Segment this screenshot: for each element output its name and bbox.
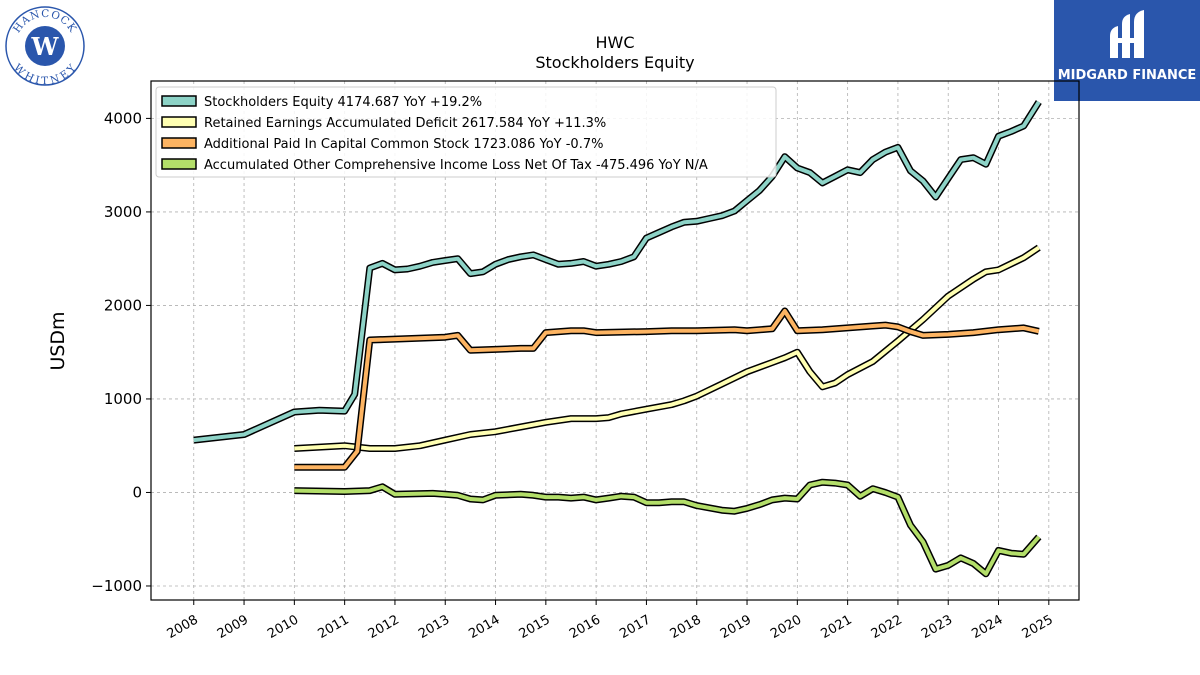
x-tick-label: 2025: [1020, 612, 1056, 642]
y-tick-label: 2000: [104, 296, 142, 314]
hancock-whitney-logo: W HANCOCK WHITNEY: [4, 5, 86, 87]
x-tick-label: 2009: [215, 612, 251, 642]
series-line: [294, 245, 1040, 451]
legend-swatch: [161, 158, 197, 170]
series-line: [193, 100, 1041, 443]
legend: Stockholders Equity 4174.687 YoY +19.2% R…: [155, 86, 777, 178]
y-tick-label: 0: [132, 483, 142, 501]
x-tick-label: 2024: [969, 612, 1005, 642]
x-tick-label: 2011: [315, 612, 351, 642]
x-axis: 2008 2009 2010 2011 2012 2013 2014 2015 2016 2017…: [165, 600, 1056, 642]
y-tick-label: 3000: [104, 203, 142, 221]
legend-label: Accumulated Other Comprehensive Income L…: [204, 158, 708, 173]
legend-box: [155, 86, 777, 178]
series-1: [193, 100, 1042, 444]
x-tick-label: 2014: [466, 612, 502, 642]
y-axis-label: USDm: [47, 311, 69, 370]
legend-swatch: [161, 95, 197, 107]
series-line: [294, 309, 1040, 470]
y-tick-label: −1000: [91, 577, 142, 595]
y-tick-label: 4000: [104, 109, 142, 127]
x-tick-label: 2010: [265, 612, 301, 642]
x-tick-label: 2022: [869, 612, 905, 642]
chart-title: HWC: [595, 33, 634, 52]
y-axis: −1000 0 1000 2000 3000 4000: [91, 109, 151, 595]
x-tick-label: 2015: [517, 612, 553, 642]
x-tick-label: 2016: [567, 612, 603, 642]
x-tick-label: 2018: [668, 612, 704, 642]
legend-swatch: [161, 137, 197, 149]
x-tick-label: 2021: [818, 612, 854, 642]
series-line-outline: [294, 244, 1041, 452]
midgard-finance-logo: MIDGARD FINANCE: [1054, 0, 1200, 101]
x-tick-label: 2013: [416, 612, 452, 642]
x-tick-label: 2023: [919, 612, 955, 642]
chart-subtitle: Stockholders Equity: [535, 53, 694, 72]
y-tick-label: 1000: [104, 390, 142, 408]
midgard-emblem-icon: [1110, 10, 1144, 58]
legend-label: Additional Paid In Capital Common Stock …: [204, 137, 603, 152]
series-layer: [193, 100, 1042, 578]
series-3: [294, 307, 1040, 471]
midgard-finance-text: MIDGARD FINANCE: [1057, 68, 1197, 83]
legend-label: Retained Earnings Accumulated Deficit 26…: [204, 116, 606, 131]
series-2: [294, 244, 1041, 452]
svg-text:W: W: [31, 32, 60, 61]
x-tick-label: 2019: [718, 612, 754, 642]
series-4: [294, 478, 1042, 578]
x-tick-label: 2012: [366, 612, 402, 642]
x-tick-label: 2008: [165, 612, 201, 642]
legend-swatch: [161, 116, 197, 128]
series-line: [294, 480, 1041, 576]
plot-frame: [150, 80, 1080, 601]
x-tick-label: 2020: [768, 612, 804, 642]
x-tick-label: 2017: [617, 612, 653, 642]
legend-label: Stockholders Equity 4174.687 YoY +19.2%: [204, 95, 482, 110]
